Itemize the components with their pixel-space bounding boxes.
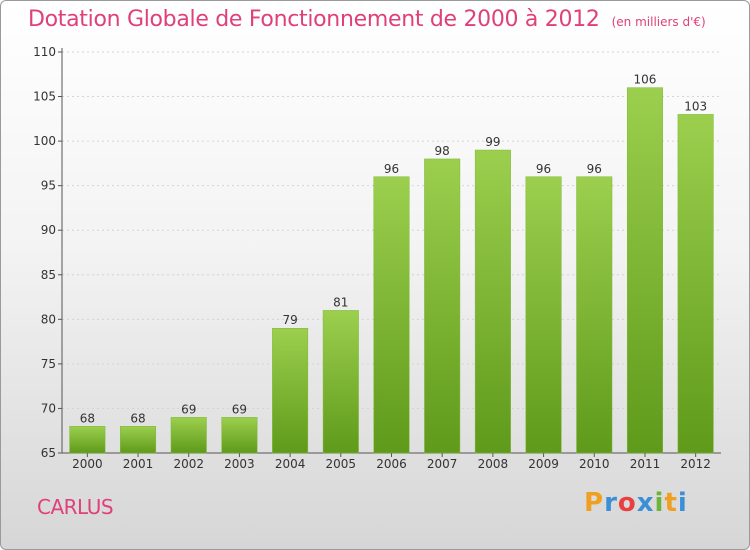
x-tick-label: 2009	[528, 457, 559, 471]
bar	[221, 417, 258, 454]
x-tick-label: 2004	[275, 457, 306, 471]
bar	[474, 149, 511, 454]
x-tick-label: 2011	[630, 457, 661, 471]
bar-value-label: 96	[536, 162, 551, 176]
x-tick-label: 2010	[579, 457, 610, 471]
logo-letter: P	[584, 488, 605, 518]
bar	[626, 87, 663, 454]
x-tick-label: 2005	[326, 457, 357, 471]
y-tick-label: 90	[41, 223, 56, 237]
bar	[424, 158, 461, 454]
bar-value-label: 68	[80, 411, 95, 425]
bar-value-label: 81	[333, 295, 348, 309]
bar-value-label: 96	[587, 162, 602, 176]
bar-value-label: 99	[485, 135, 500, 149]
proxiti-logo[interactable]: Proxiti	[584, 488, 688, 518]
x-tick-label: 2000	[72, 457, 103, 471]
y-tick-label: 65	[41, 446, 56, 460]
bar	[69, 426, 106, 454]
logo-letter: o	[617, 488, 637, 518]
chart-title-block: Dotation Globale de Fonctionnement de 20…	[28, 7, 706, 32]
bar	[677, 114, 714, 454]
logo-letter: i	[677, 488, 688, 518]
x-tick-label: 2002	[173, 457, 204, 471]
x-tick-label: 2003	[224, 457, 255, 471]
bar-value-label: 79	[282, 313, 297, 327]
x-tick-label: 2006	[376, 457, 407, 471]
y-tick-label: 105	[33, 90, 56, 104]
bars	[69, 87, 714, 454]
bar-value-label: 69	[181, 402, 196, 416]
y-tick-label: 80	[41, 312, 56, 326]
chart-subtitle: (en milliers d'€)	[611, 15, 706, 29]
logo-letter: r	[604, 488, 618, 518]
x-tick-label: 2001	[123, 457, 154, 471]
y-tick-label: 85	[41, 268, 56, 282]
bar-value-label: 69	[232, 402, 247, 416]
bar-value-label: 96	[384, 162, 399, 176]
y-tick-label: 70	[41, 401, 56, 415]
y-tick-label: 75	[41, 357, 56, 371]
y-tick-label: 95	[41, 179, 56, 193]
x-tick-label: 2012	[680, 457, 711, 471]
bar	[576, 176, 613, 454]
bar	[272, 327, 309, 454]
y-tick-label: 100	[33, 134, 56, 148]
place-name: CARLUS	[37, 495, 114, 519]
bar	[525, 176, 562, 454]
x-tick-label: 2007	[427, 457, 458, 471]
bar	[373, 176, 410, 454]
bar	[120, 426, 157, 454]
labels: 65 70 75 80 85 90 95 100 105 110 68 2000 68 2001 69 200…	[33, 45, 711, 471]
bar-value-label: 98	[435, 144, 450, 158]
y-tick-label: 110	[33, 45, 56, 59]
bar-value-label: 103	[684, 99, 707, 113]
x-tick-label: 2008	[478, 457, 509, 471]
logo-letter: t	[664, 488, 678, 518]
bar	[170, 417, 207, 454]
logo-letter: i	[654, 488, 665, 518]
chart-title: Dotation Globale de Fonctionnement de 20…	[28, 7, 600, 32]
bar	[322, 310, 359, 454]
logo-letter: x	[636, 488, 655, 518]
bar-value-label: 68	[130, 411, 145, 425]
bar-value-label: 106	[634, 73, 657, 87]
